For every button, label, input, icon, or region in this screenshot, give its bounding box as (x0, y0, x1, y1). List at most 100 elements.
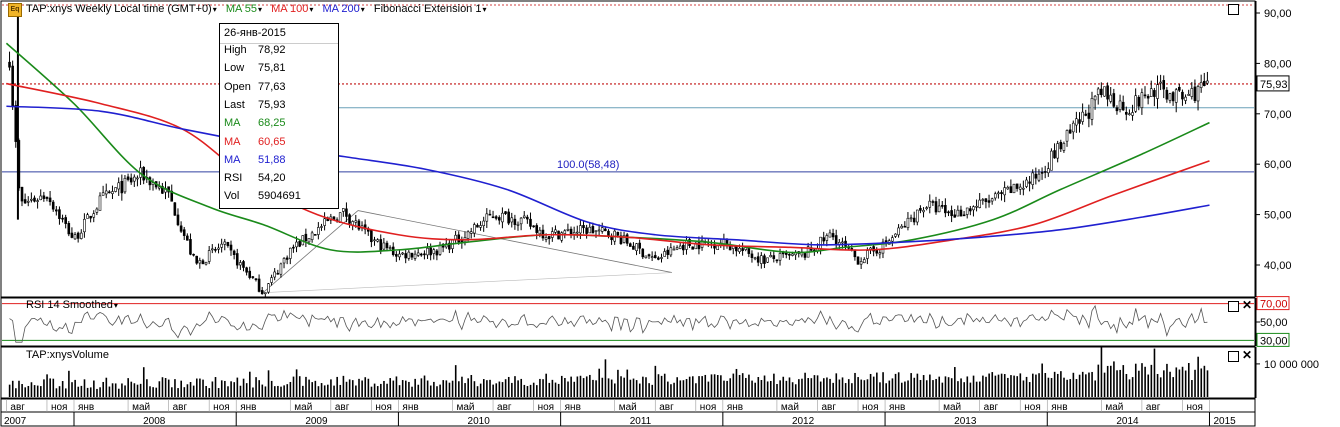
volume-bar (894, 373, 897, 397)
year-label: 2008 (143, 416, 166, 427)
candle-body (357, 220, 361, 230)
volume-bar (935, 378, 937, 397)
candle-body (691, 246, 694, 250)
candle-body (841, 241, 844, 244)
candle-body (104, 190, 108, 195)
volume-bar (1053, 371, 1056, 397)
volume-bar (236, 377, 239, 397)
tooltip-value: 60,65 (258, 135, 286, 148)
indicator-ma100[interactable]: MA 100 (271, 3, 313, 15)
rsi-title[interactable]: RSI 14 Smoothed (26, 299, 118, 311)
tooltip-value: 75,81 (258, 62, 286, 75)
volume-bar (258, 380, 260, 397)
volume-bar (458, 381, 460, 397)
volume-bar (776, 384, 778, 397)
candle-body (1093, 95, 1097, 101)
volume-bar (327, 384, 329, 397)
candle-body (435, 250, 439, 256)
volume-bar (969, 382, 972, 397)
rsi-tick-label: 70,00 (1260, 299, 1288, 311)
volume-bar (629, 379, 632, 397)
maximize-price-icon[interactable] (1228, 4, 1239, 15)
volume-bar (701, 376, 703, 397)
month-label: май (1105, 402, 1123, 413)
candle-body (629, 243, 632, 247)
equity-icon[interactable]: Eq (8, 3, 22, 17)
candle-body (288, 247, 292, 259)
tooltip-row: Last 75,93 (224, 97, 334, 113)
maximize-rsi-icon[interactable] (1228, 301, 1239, 312)
volume-bar (576, 376, 579, 397)
volume-bar (567, 381, 569, 397)
year-label: 2011 (630, 416, 652, 427)
tooltip-row: MA 51,88 (224, 152, 334, 168)
volume-bar (189, 382, 192, 397)
volume-bar (183, 387, 186, 397)
candle-body (363, 224, 367, 230)
tooltip-row: MA 60,65 (224, 134, 334, 150)
indicator-ma200[interactable]: MA 200 (322, 3, 364, 15)
ohlc-tooltip: 26-янв-2015 High 78,92 Low 75,81 Open 77,63 La… (219, 23, 339, 209)
volume-bar (358, 378, 360, 397)
volume-bar (467, 378, 469, 397)
volume-bar (1091, 371, 1093, 397)
indicator-ma55[interactable]: MA 55 (226, 3, 262, 15)
volume-bar (330, 379, 332, 397)
candle-body (61, 217, 64, 220)
maximize-volume-icon[interactable] (1228, 351, 1239, 362)
indicator-fibonacci[interactable]: Fibonacci Extension 1 (374, 3, 487, 15)
symbol-title[interactable]: TAP:xnys Weekly Local time (GMT+0) (26, 3, 217, 15)
volume-bar (679, 380, 682, 397)
volume-bar (1169, 371, 1171, 397)
volume-bar (86, 387, 89, 397)
volume-bar (77, 386, 80, 397)
volume-bar (866, 379, 869, 397)
volume-bar (27, 385, 30, 397)
volume-bar (573, 381, 576, 397)
volume-bar (1116, 370, 1118, 397)
volume-bar (498, 381, 501, 397)
volume-bar (249, 371, 251, 397)
candle-body (1199, 82, 1203, 88)
volume-bar (267, 370, 270, 397)
close-volume-icon[interactable]: ✕ (1242, 348, 1253, 362)
candle-body (753, 257, 757, 260)
volume-bar (283, 385, 285, 397)
candle-body (1106, 85, 1109, 100)
volume-bar (676, 377, 678, 397)
month-label: янв (727, 402, 743, 413)
volume-bar (436, 386, 438, 397)
candle-body (385, 242, 389, 249)
volume-bar (760, 379, 763, 397)
candle-body (497, 217, 501, 221)
price-tick-label: 70,00 (1264, 109, 1292, 121)
candle-body (1087, 112, 1091, 119)
candle-body (657, 257, 660, 260)
candle-body (79, 232, 83, 239)
volume-bar (545, 373, 547, 397)
candle-body (619, 235, 623, 245)
month-label: янв (565, 402, 581, 413)
volume-bar (1200, 368, 1203, 397)
month-label: авг (173, 402, 188, 413)
year-label: 2014 (1116, 416, 1139, 427)
volume-bar (542, 379, 544, 397)
volume-bar (557, 383, 560, 397)
volume-bar (798, 379, 800, 397)
candle-body (379, 239, 383, 251)
month-label: янв (402, 402, 418, 413)
volume-bar (445, 380, 448, 397)
volume-bar (860, 379, 863, 397)
candle-body (176, 214, 180, 226)
volume-bar (863, 380, 866, 397)
volume-bar (782, 376, 785, 397)
candle-body (304, 233, 308, 242)
candle-body (1165, 89, 1169, 100)
candle-body (179, 225, 183, 232)
close-rsi-icon[interactable]: ✕ (1242, 298, 1253, 312)
volume-bar (18, 380, 20, 397)
volume-bar (560, 375, 563, 397)
volume-bar (660, 375, 663, 397)
volume-title[interactable]: TAP:xnysVolume (26, 349, 109, 361)
